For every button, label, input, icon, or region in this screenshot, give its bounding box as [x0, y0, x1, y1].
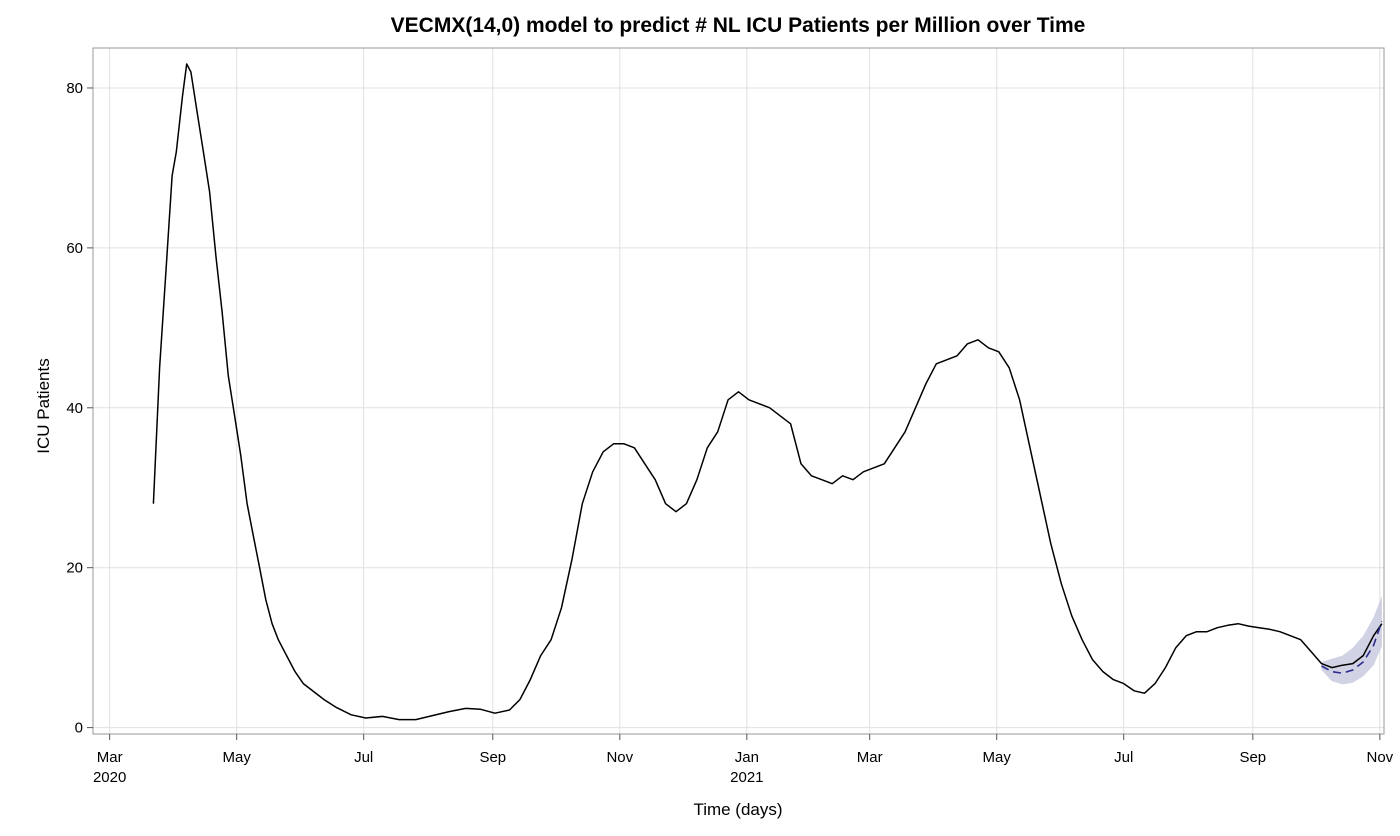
y-tick-label: 40 [66, 400, 83, 417]
axis-labels: 0 20 40 60 80 Mar 2020 May Jul Sep Nov Jan 2021 Mar Ma… [66, 80, 1393, 786]
x-tick-label: Sep [1239, 749, 1266, 766]
confidence-band [1321, 595, 1382, 685]
confidence-band-layer [1321, 595, 1382, 685]
chart-title: VECMX(14,0) model to predict # NL ICU Pa… [390, 14, 1086, 37]
forecast-series-line [1321, 621, 1383, 675]
plot-frame [92, 47, 1385, 735]
x-tick-year-label: 2020 [93, 769, 126, 786]
x-tick-label: Nov [606, 749, 633, 766]
y-tick-label: 20 [66, 560, 83, 577]
x-tick-year-label: 2021 [730, 769, 763, 786]
y-tick-label: 0 [75, 720, 83, 737]
x-tick-label: May [223, 749, 252, 766]
x-axis-title: Time (days) [693, 800, 783, 819]
x-tick-label: Jul [1114, 749, 1133, 766]
x-tick-label: Nov [1366, 749, 1393, 766]
x-tick-label: Mar [97, 749, 123, 766]
x-tick-label: Sep [479, 749, 506, 766]
x-tick-label: Mar [857, 749, 883, 766]
x-tick-label: Jul [354, 749, 373, 766]
y-tick-label: 60 [66, 240, 83, 257]
x-tick-label: Jan [735, 749, 759, 766]
gridlines [93, 48, 1384, 734]
x-tick-label: May [983, 749, 1012, 766]
observed-series-line [152, 63, 1383, 721]
y-tick-label: 80 [66, 80, 83, 97]
series-layer [152, 63, 1383, 721]
